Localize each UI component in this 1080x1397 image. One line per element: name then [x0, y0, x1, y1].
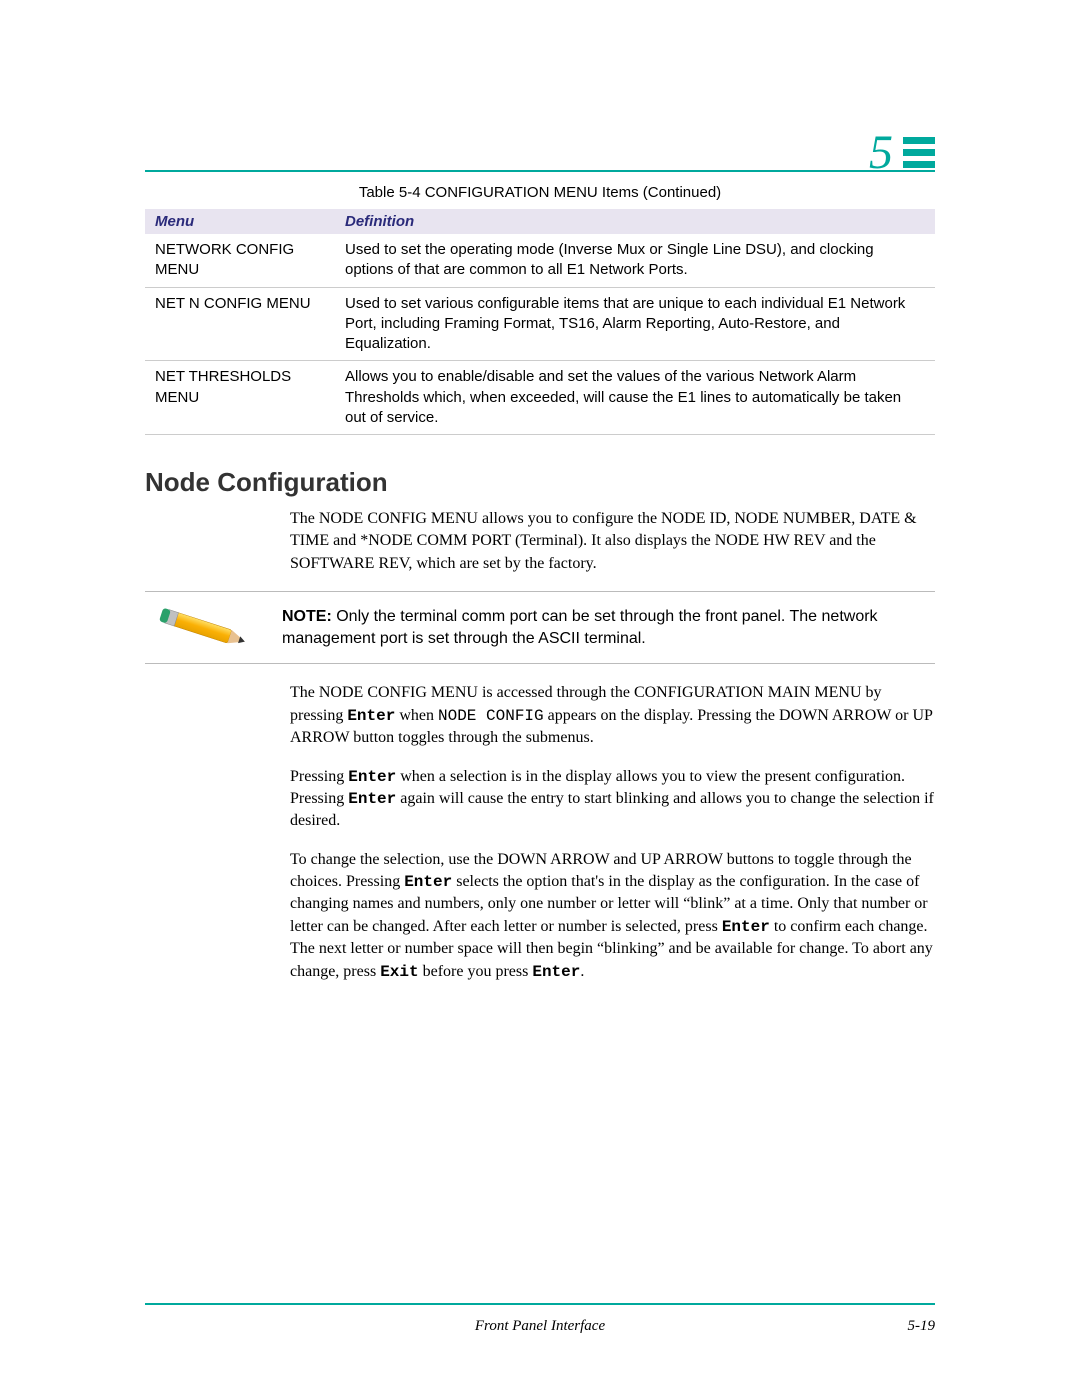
table-row: NETWORK CONFIG MENU Used to set the oper…	[145, 234, 935, 287]
paragraph-access: The NODE CONFIG MENU is accessed through…	[290, 682, 935, 749]
note-text: NOTE: Only the terminal comm port can be…	[282, 606, 935, 649]
table-cell-def: Allows you to enable/disable and set the…	[335, 361, 935, 435]
chapter-bars-icon	[903, 137, 935, 168]
note-block: NOTE: Only the terminal comm port can be…	[145, 591, 935, 664]
table-cell-def: Used to set the operating mode (Inverse …	[335, 234, 935, 287]
chapter-header: 5	[869, 125, 935, 180]
top-horizontal-rule	[145, 170, 935, 172]
table-row: NET N CONFIG MENU Used to set various co…	[145, 287, 935, 361]
bottom-horizontal-rule	[145, 1303, 935, 1305]
chapter-number: 5	[869, 125, 893, 180]
table-cell-menu: NETWORK CONFIG MENU	[145, 234, 335, 287]
table-cell-menu: NET THRESHOLDS MENU	[145, 361, 335, 435]
pencil-icon	[145, 607, 260, 649]
section-heading: Node Configuration	[145, 467, 935, 498]
note-body: Only the terminal comm port can be set t…	[282, 608, 878, 647]
paragraph-change: To change the selection, use the DOWN AR…	[290, 849, 935, 983]
config-menu-table: Menu Definition NETWORK CONFIG MENU Used…	[145, 209, 935, 435]
table-header-menu: Menu	[145, 209, 335, 234]
table-caption: Table 5-4 CONFIGURATION MENU Items (Cont…	[145, 184, 935, 201]
footer-title: Front Panel Interface	[145, 1318, 935, 1335]
paragraph-intro: The NODE CONFIG MENU allows you to confi…	[290, 508, 935, 575]
table-header-definition: Definition	[335, 209, 935, 234]
paragraph-view: Pressing Enter when a selection is in th…	[290, 766, 935, 833]
note-label: NOTE:	[282, 608, 332, 625]
table-cell-menu: NET N CONFIG MENU	[145, 287, 335, 361]
page-number: 5-19	[908, 1318, 936, 1335]
table-cell-def: Used to set various configurable items t…	[335, 287, 935, 361]
table-row: NET THRESHOLDS MENU Allows you to enable…	[145, 361, 935, 435]
